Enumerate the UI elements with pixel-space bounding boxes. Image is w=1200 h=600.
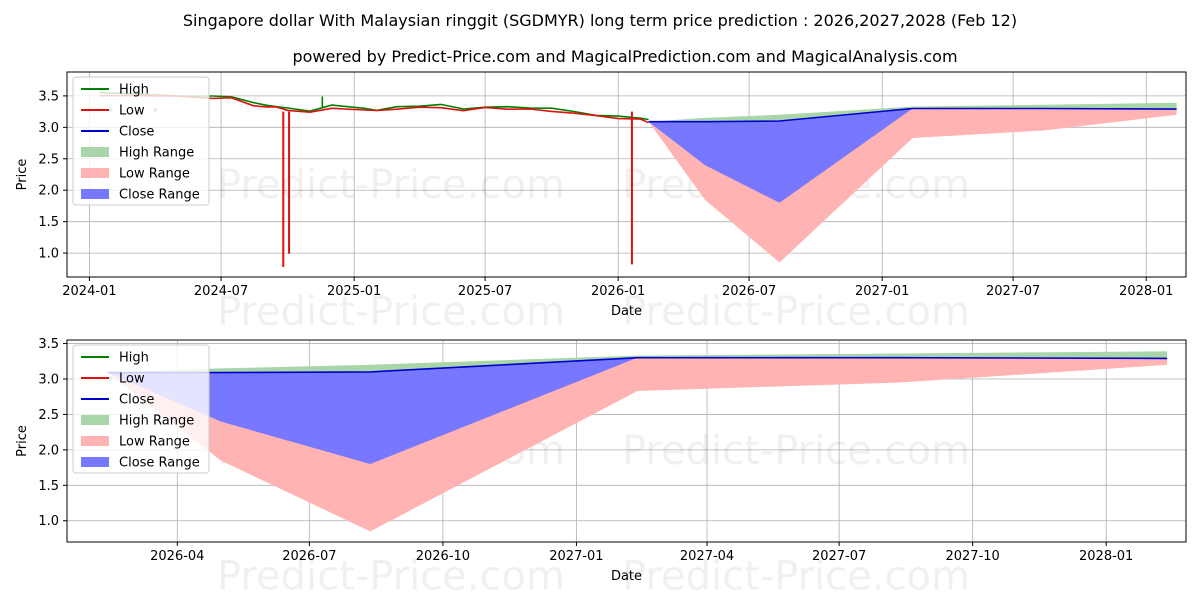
chart2-x-tick-label: 2026-07 [282,549,336,564]
chart2-watermark: Predict-Price.com [622,553,970,599]
chart2-y-tick-label: 2.0 [38,443,59,458]
chart2-legend-label: Close [119,393,154,408]
chart2-watermark: Predict-Price.com [622,428,970,474]
chart2-legend-swatch [81,457,109,467]
chart2-high-range-band [107,351,1168,373]
chart2-legend-label: Low [119,372,145,387]
chart2-x-tick-label: 2027-01 [549,549,603,564]
chart1-legend-swatch [81,189,109,199]
chart1-y-tick-label: 2.0 [38,184,59,199]
chart1-legend-label: Low [119,104,145,119]
chart2-legend-label: Low Range [119,435,190,450]
chart2-y-tick-label: 1.5 [38,479,59,494]
chart2-x-tick-label: 2027-07 [812,549,866,564]
chart1-legend: High Low Close High Range Low Range Close Ran… [72,76,210,206]
chart1-x-tick-label: 2024-07 [194,284,248,299]
chart1-legend-label: Close [119,125,154,140]
chart2-legend-swatch [81,415,109,425]
chart1-legend-swatch [81,168,109,178]
chart1-legend-label: High Range [119,146,194,161]
chart1-x-tick-label: 2028-01 [1119,284,1173,299]
chart2-y-tick-label: 2.5 [38,408,59,423]
chart1-x-tick-label: 2027-07 [986,284,1040,299]
chart2-x-axis-label: Date [611,569,642,584]
chart2-y-tick-label: 3.0 [38,372,59,387]
chart2-legend-label: Close Range [119,456,200,471]
chart-subtitle: powered by Predict-Price.com and Magical… [292,47,957,66]
chart1-y-tick-label: 2.5 [38,152,59,167]
chart1-x-tick-label: 2027-01 [855,284,909,299]
chart2-x-tick-label: 2028-01 [1079,549,1133,564]
chart2-x-tick-label: 2026-04 [150,549,204,564]
chart2-axes-frame [66,339,1187,543]
chart2-y-tick-label: 1.0 [38,514,59,529]
chart1-legend-label: Close Range [119,188,200,203]
chart2-legend-swatch [81,436,109,446]
chart1-watermark: Predict-Price.com [217,162,565,208]
chart1-axes-frame [66,71,1187,278]
chart1-y-tick-label: 1.5 [38,215,59,230]
chart2-legend-label: High Range [119,414,194,429]
chart2-close-range-band [107,357,1168,464]
chart1-y-tick-label: 3.5 [38,89,59,104]
chart1-close-range-band [648,108,1177,203]
chart1-watermark: Predict-Price.com [217,289,565,335]
chart1-high-range-band [648,102,1177,122]
chart1-y-tick-label: 1.0 [38,247,59,262]
bottom-panel: Predict-Price.com Predict-Price.com Predic… [15,337,1187,599]
chart1-high-line [99,91,649,121]
chart1-x-tick-label: 2024-01 [62,284,116,299]
chart1-legend-swatch [81,147,109,157]
chart1-y-axis-label: Price [15,159,30,191]
chart1-legend-label: High [119,83,149,98]
top-panel: Predict-Price.com Predict-Price.com Predic… [15,71,1187,335]
chart1-x-tick-label: 2025-07 [458,284,512,299]
chart1-x-tick-label: 2026-01 [591,284,645,299]
chart1-close-line [648,107,1177,123]
chart2-legend-label: High [119,351,149,366]
chart2-legend: High Low Close High Range Low Range Close Ran… [72,344,210,474]
chart1-y-tick-label: 3.0 [38,121,59,136]
chart2-y-axis-label: Price [15,425,30,457]
chart1-x-tick-label: 2025-01 [327,284,381,299]
chart2-watermark: Predict-Price.com [217,553,565,599]
chart2-x-tick-label: 2027-04 [680,549,734,564]
chart1-low-line [99,94,649,124]
chart1-legend-label: Low Range [119,167,190,182]
chart2-x-tick-label: 2027-10 [945,549,999,564]
chart2-x-tick-label: 2026-10 [416,549,470,564]
chart1-x-axis-label: Date [611,304,642,319]
chart1-x-tick-label: 2026-07 [722,284,776,299]
chart2-y-tick-label: 3.5 [38,337,59,352]
chart-title: Singapore dollar With Malaysian ringgit … [183,11,1017,30]
chart1-watermark: Predict-Price.com [622,289,970,335]
